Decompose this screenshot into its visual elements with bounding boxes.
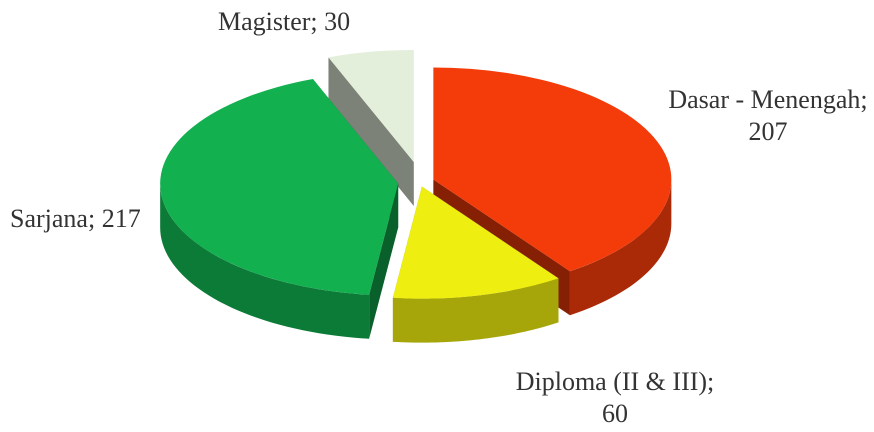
value-label: 217 (101, 204, 141, 233)
category-label: Magister (218, 7, 311, 36)
category-label: Dasar - Menengah (668, 85, 861, 114)
slice (433, 67, 672, 272)
slice-wall (160, 183, 370, 339)
category-label: Diploma (II & III) (515, 367, 708, 396)
value-label: 207 (748, 117, 788, 146)
slice-label: Magister; 30 (218, 7, 351, 36)
slice (160, 79, 399, 295)
category-label: Sarjana (10, 204, 88, 233)
slice-label: Sarjana; 217 (10, 204, 141, 233)
value-label: 30 (324, 7, 351, 36)
slice-label: Dasar - Menengah; 207 (668, 85, 868, 146)
slice-wall (569, 179, 672, 316)
slice (328, 49, 414, 162)
slice-label: Diploma (II & III); 60 (515, 367, 715, 428)
slice (392, 186, 559, 299)
slice-wall (392, 278, 559, 343)
value-label: 60 (602, 399, 628, 428)
slice-side (328, 57, 414, 206)
slice-side (369, 183, 399, 339)
